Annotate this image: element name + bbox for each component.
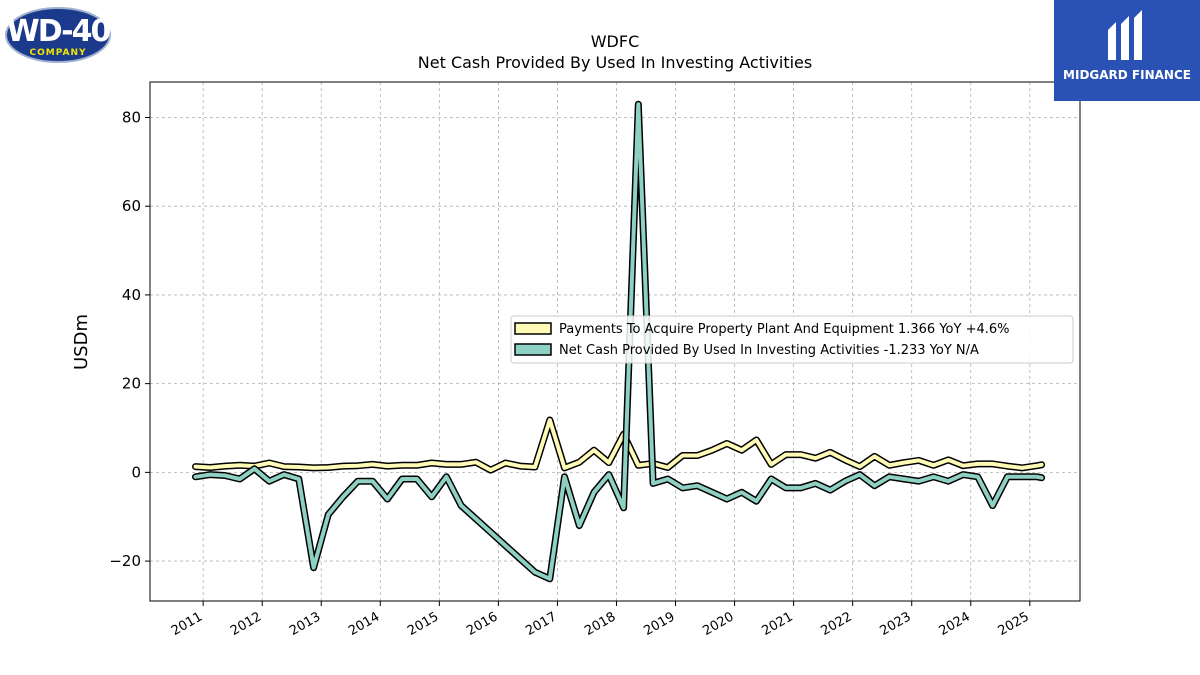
x-tick-label: 2020 — [700, 609, 736, 639]
x-tick-label: 2017 — [523, 609, 559, 639]
midgard-mark-icon — [1108, 10, 1142, 60]
y-tick-label: −20 — [109, 552, 141, 570]
x-tick-label: 2024 — [937, 609, 973, 639]
x-tick-label: 2016 — [464, 609, 500, 639]
x-axis-ticks: 2011 2012 2013 2014 2015 2016 2017 2018 2019 2020… — [169, 601, 1032, 639]
legend-swatch-series-2 — [514, 343, 552, 356]
x-tick-label: 2012 — [228, 609, 264, 639]
x-tick-label: 2025 — [996, 609, 1032, 639]
x-tick-label: 2021 — [759, 609, 795, 639]
y-tick-label: 0 — [131, 463, 141, 481]
x-tick-label: 2022 — [819, 609, 855, 639]
y-axis-ticks: −20 0 20 40 60 80 — [109, 108, 150, 570]
legend-frame — [510, 315, 1074, 364]
y-tick-label: 80 — [122, 108, 141, 126]
legend-swatch-series-1 — [514, 322, 552, 335]
series-2-line — [193, 102, 1044, 581]
wd40-logo: WD-40 COMPANY — [5, 6, 111, 64]
x-tick-label: 2019 — [641, 609, 677, 639]
legend: Payments To Acquire Property Plant And E… — [510, 315, 1074, 364]
midgard-finance-logo: MIDGARD FINANCE — [1054, 0, 1200, 101]
x-tick-label: 2023 — [878, 609, 914, 639]
y-tick-label: 40 — [122, 286, 141, 304]
y-tick-label: 60 — [122, 197, 141, 215]
y-tick-label: 20 — [122, 375, 141, 393]
x-tick-label: 2011 — [169, 609, 205, 639]
wd40-logo-text: WD-40 — [6, 14, 112, 49]
chart-title: WDFC — [591, 32, 640, 51]
series-1-line — [193, 418, 1044, 473]
chart-subtitle: Net Cash Provided By Used In Investing A… — [418, 53, 812, 72]
legend-label-series-1: Payments To Acquire Property Plant And E… — [559, 322, 1010, 337]
x-tick-label: 2015 — [405, 609, 441, 639]
x-tick-label: 2014 — [346, 609, 382, 639]
y-axis-label: USDm — [71, 314, 92, 370]
x-tick-label: 2013 — [287, 609, 323, 639]
wd40-logo-subtext: COMPANY — [29, 48, 87, 58]
x-tick-label: 2018 — [582, 609, 618, 639]
midgard-finance-text: MIDGARD FINANCE — [1063, 68, 1191, 82]
legend-label-series-2: Net Cash Provided By Used In Investing A… — [559, 343, 979, 358]
plot-area-frame — [149, 81, 1081, 602]
series-layer — [192, 100, 1046, 583]
